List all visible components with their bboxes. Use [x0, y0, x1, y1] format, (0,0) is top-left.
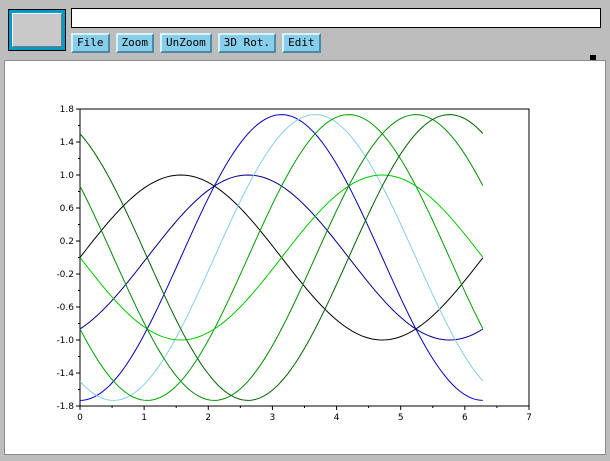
file-button[interactable]: File — [71, 33, 110, 53]
y-tick-label: 0.2 — [60, 237, 74, 247]
series-line-3 — [79, 114, 484, 401]
series-line-6 — [79, 114, 484, 401]
x-tick-label: 2 — [205, 413, 211, 423]
plot-svg: 0 1 2 3 4 5 6 7 -1.8 -1.4 -1.0 -0.6 -0.2 0.2 0.6 1.0 1.4… — [56, 105, 532, 423]
edit-button[interactable]: Edit — [282, 33, 321, 53]
message-bar — [71, 8, 601, 28]
rotate-3d-button[interactable]: 3D Rot. — [217, 33, 277, 53]
figure-preview[interactable] — [8, 9, 66, 51]
resize-handle[interactable] — [590, 55, 596, 60]
plot-canvas[interactable]: 0 1 2 3 4 5 6 7 -1.8 -1.4 -1.0 -0.6 -0.2 0.2 0.6 1.0 1.4… — [4, 60, 606, 455]
y-tick-label: 0.6 — [60, 204, 75, 214]
x-tick-label: 1 — [141, 413, 147, 423]
x-tick-label: 5 — [398, 413, 404, 423]
y-tick-label: -0.2 — [56, 270, 74, 280]
x-tick-label: 7 — [526, 413, 532, 423]
toolbar: File Zoom UnZoom 3D Rot. Edit — [71, 33, 321, 53]
y-tick-label: -0.6 — [56, 303, 74, 313]
y-tick-label: 1.0 — [60, 171, 75, 181]
y-tick-label: 1.4 — [60, 138, 75, 148]
x-tick-label: 3 — [270, 413, 276, 423]
y-tick-label: -1.4 — [56, 369, 74, 379]
y-tick-label: -1.0 — [56, 336, 74, 346]
x-tick-label: 6 — [462, 413, 468, 423]
y-tick-label: -1.8 — [56, 402, 74, 412]
figure-preview-inner — [12, 13, 62, 47]
x-tick-label: 0 — [77, 413, 83, 423]
series-line-7 — [79, 114, 484, 401]
x-tick-label: 4 — [334, 413, 340, 423]
unzoom-button[interactable]: UnZoom — [160, 33, 212, 53]
zoom-button[interactable]: Zoom — [115, 33, 154, 53]
y-tick-label: 1.8 — [60, 105, 75, 115]
